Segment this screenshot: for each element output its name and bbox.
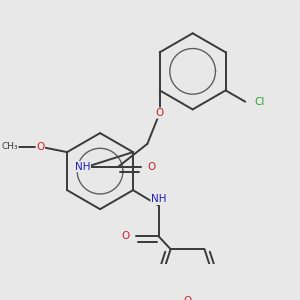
Text: O: O <box>122 232 130 242</box>
Text: NH: NH <box>75 161 90 172</box>
Text: O: O <box>183 296 192 300</box>
Text: O: O <box>156 108 164 118</box>
Text: CH₃: CH₃ <box>1 142 18 152</box>
Text: NH: NH <box>151 194 167 204</box>
Text: O: O <box>36 142 44 152</box>
Text: Cl: Cl <box>254 97 265 107</box>
Text: O: O <box>147 161 156 172</box>
